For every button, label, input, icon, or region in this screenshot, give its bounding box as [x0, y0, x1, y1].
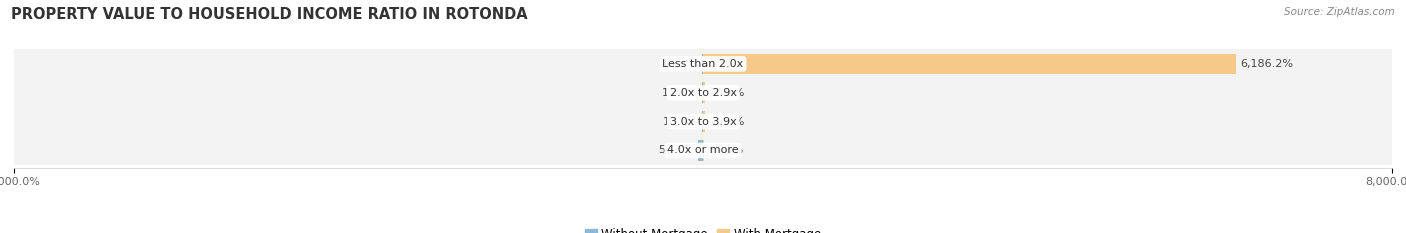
Text: 3.0x to 3.9x: 3.0x to 3.9x — [669, 116, 737, 127]
Bar — [14, 136, 1392, 165]
Text: 15.1%: 15.1% — [662, 59, 697, 69]
Bar — [703, 54, 1236, 74]
Bar — [14, 107, 1392, 136]
Legend: Without Mortgage, With Mortgage: Without Mortgage, With Mortgage — [585, 228, 821, 233]
Bar — [703, 140, 704, 161]
Text: Source: ZipAtlas.com: Source: ZipAtlas.com — [1284, 7, 1395, 17]
Bar — [14, 78, 1392, 107]
Bar — [703, 82, 704, 103]
Text: 56.3%: 56.3% — [658, 145, 693, 155]
Text: 16.5%: 16.5% — [709, 145, 744, 155]
Text: 26.6%: 26.6% — [710, 116, 745, 127]
Text: 4.0x or more: 4.0x or more — [668, 145, 738, 155]
Text: 20.5%: 20.5% — [709, 88, 744, 98]
Text: 10.7%: 10.7% — [662, 116, 697, 127]
Bar — [14, 49, 1392, 78]
Bar — [703, 111, 706, 132]
Text: PROPERTY VALUE TO HOUSEHOLD INCOME RATIO IN ROTONDA: PROPERTY VALUE TO HOUSEHOLD INCOME RATIO… — [11, 7, 527, 22]
Text: Less than 2.0x: Less than 2.0x — [662, 59, 744, 69]
Bar — [699, 140, 703, 161]
Text: 2.0x to 2.9x: 2.0x to 2.9x — [669, 88, 737, 98]
Text: 6,186.2%: 6,186.2% — [1240, 59, 1294, 69]
Text: 15.6%: 15.6% — [662, 88, 697, 98]
